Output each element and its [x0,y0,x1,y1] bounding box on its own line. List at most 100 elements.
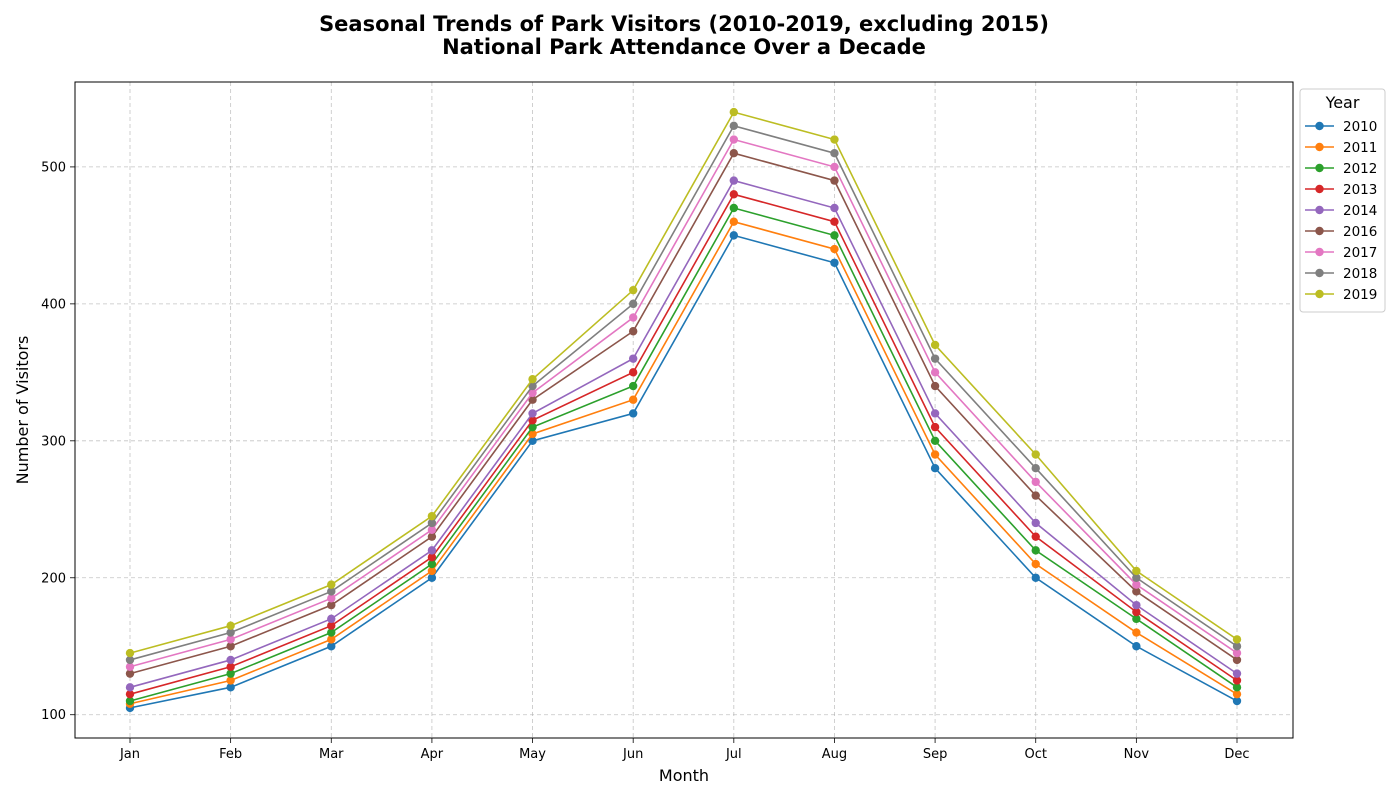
data-point [226,669,235,678]
data-point [226,655,235,665]
legend-swatch-marker [1315,184,1324,194]
y-tick-label: 500 [41,160,66,175]
series-2010 [125,231,1242,713]
legend-label: 2014 [1343,203,1377,219]
data-point [729,149,739,158]
data-point [729,190,739,199]
data-point [830,203,839,213]
data-point [1232,683,1242,692]
data-point [1031,491,1040,500]
data-point [327,621,336,630]
data-point [830,135,839,144]
data-point [830,231,839,240]
data-point [830,258,839,267]
chart-title: Seasonal Trends of Park Visitors (2010-2… [319,12,1049,36]
data-point [1031,477,1040,487]
data-point [1031,518,1040,528]
data-point [729,217,739,226]
data-point [226,621,235,630]
data-point [427,525,437,535]
data-point [427,553,437,562]
legend-label: 2018 [1343,266,1377,282]
y-tick-label: 300 [41,434,66,449]
series-2019 [125,107,1242,658]
data-point [327,600,336,610]
data-point [427,532,437,541]
data-point [1132,628,1141,637]
data-point [528,381,537,391]
data-point [729,121,739,131]
x-tick-label: Dec [1224,747,1249,762]
legend-label: 2010 [1343,119,1377,135]
legend-label: 2017 [1343,245,1377,261]
data-point [930,409,940,418]
data-point [628,395,638,404]
series-2017 [125,135,1242,671]
legend-swatch-marker [1315,142,1324,152]
data-point [125,683,135,692]
y-tick-label: 100 [41,708,66,723]
data-point [1031,464,1040,473]
data-point [528,395,537,404]
data-point [327,635,336,644]
data-point [930,368,940,377]
x-tick-label: Jan [119,747,140,762]
x-tick-label: Mar [319,747,344,762]
x-tick-label: May [519,747,546,762]
legend: Year 2010 2011 2012 2013 2014 2016 2017 2018 2019 [1299,88,1386,313]
x-tick-label: Jul [725,747,742,762]
y-tick-label: 200 [41,571,66,586]
data-point [628,313,638,322]
legend-item: 2019 [1305,287,1377,303]
data-point [1132,614,1141,624]
data-point [125,696,135,706]
series-line [129,152,1238,675]
data-point [628,409,638,418]
data-point [729,107,739,117]
x-tick-label: Jun [622,747,643,762]
data-point [427,518,437,528]
legend-item: 2011 [1305,140,1377,156]
plot-area-frame [74,81,1294,739]
legend-item: 2013 [1305,182,1377,198]
data-point [830,162,839,172]
data-point [729,135,739,144]
data-point [427,566,437,576]
legend-swatch-marker [1315,205,1324,215]
series-line [129,234,1238,709]
legend-swatch-marker [1315,268,1324,278]
legend-item: 2016 [1305,224,1377,240]
series-2012 [125,203,1242,706]
legend-item: 2010 [1305,119,1377,135]
data-point [327,580,336,589]
data-point [1232,669,1242,678]
data-point [1132,600,1141,610]
data-point [226,683,235,692]
data-point [1132,607,1141,617]
legend-item: 2012 [1305,161,1377,177]
data-point [327,587,336,596]
data-point [427,546,437,555]
data-point [528,409,537,418]
series-line [129,111,1238,654]
data-point [1232,696,1242,706]
data-point [1132,566,1141,576]
data-point [125,662,135,671]
y-axis-label: Number of Visitors [13,336,32,485]
series-line [129,138,1238,668]
data-point [930,436,940,446]
legend-item: 2017 [1305,245,1377,261]
data-point [427,559,437,569]
series-2011 [125,217,1242,708]
data-point [1232,655,1242,665]
grid [75,82,1293,738]
data-point [1132,642,1141,651]
data-point [1232,648,1242,658]
series-line [129,179,1238,689]
chart-subtitle: National Park Attendance Over a Decade [442,35,926,59]
data-point [528,374,537,384]
series-2016 [125,149,1242,678]
data-point [327,628,336,637]
legend-label: 2016 [1343,224,1377,240]
